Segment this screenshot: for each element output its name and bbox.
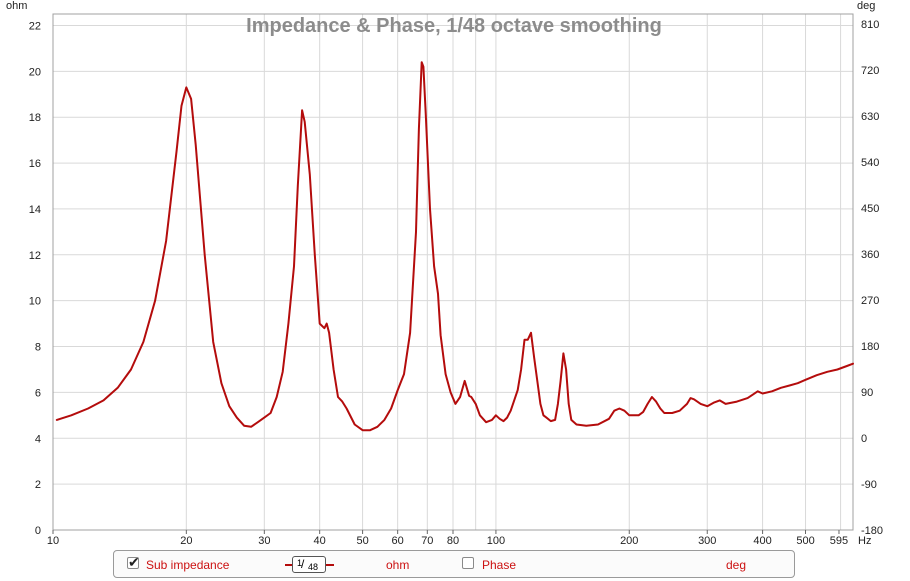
legend: ✔ Sub impedance 1 / 48 ohm Phase deg — [113, 550, 795, 578]
x-axis: 10 20 30 40 50 60 70 80 100 200 300 400 500 595 Hz — [47, 530, 871, 547]
series-color-line-right — [326, 564, 334, 566]
series-line — [55, 61, 854, 432]
y-tick-label: 2 — [35, 479, 41, 491]
y2-tick-label: 270 — [861, 295, 879, 307]
x-tick-label: 400 — [753, 535, 771, 547]
checkmark-icon: ✔ — [128, 554, 140, 570]
x-tick-label: 80 — [447, 535, 459, 547]
x-tick-label: 60 — [392, 535, 404, 547]
sub-impedance-unit: ohm — [386, 558, 410, 572]
right-axis-unit: deg — [857, 0, 875, 12]
y-tick-label: 8 — [35, 342, 41, 354]
x-tick-label: 500 — [796, 535, 814, 547]
y-tick-label: 12 — [29, 250, 41, 262]
y2-tick-label: -180 — [861, 525, 883, 537]
right-y-axis: -180 -90 0 90 180 270 360 450 540 630 720 810 — [861, 19, 883, 537]
phase-checkbox[interactable] — [462, 557, 474, 569]
left-y-axis: 0 2 4 6 8 10 12 14 16 18 20 22 — [29, 20, 41, 537]
y2-tick-label: 810 — [861, 19, 879, 31]
y2-tick-label: 540 — [861, 157, 879, 169]
smoothing-denominator: 48 — [308, 562, 319, 572]
y2-tick-label: 180 — [861, 341, 879, 353]
x-axis-unit: Hz — [858, 535, 871, 547]
x-tick-label: 10 — [47, 535, 59, 547]
series-color-line-left — [285, 564, 293, 566]
y2-tick-label: 0 — [861, 433, 867, 445]
x-tick-label: 30 — [258, 535, 270, 547]
x-tick-label: 50 — [356, 535, 368, 547]
smoothing-button[interactable]: 1 / 48 — [292, 556, 326, 573]
smoothing-numerator: 1 — [297, 558, 303, 568]
y2-tick-label: 720 — [861, 65, 879, 77]
y-tick-label: 6 — [35, 387, 41, 399]
x-tick-label: 300 — [698, 535, 716, 547]
y2-tick-label: 630 — [861, 111, 879, 123]
y2-tick-label: 90 — [861, 387, 873, 399]
phase-unit: deg — [726, 558, 747, 572]
y2-tick-label: 360 — [861, 249, 879, 261]
left-axis-unit: ohm — [6, 0, 27, 12]
grid — [53, 14, 853, 530]
y-tick-label: 20 — [29, 66, 41, 78]
series-layer — [55, 61, 854, 432]
x-tick-label: 20 — [180, 535, 192, 547]
y2-tick-label: -90 — [861, 479, 877, 491]
y-tick-label: 4 — [35, 433, 41, 445]
y-tick-label: 0 — [35, 525, 41, 537]
y-tick-label: 18 — [29, 112, 41, 124]
y-tick-label: 22 — [29, 20, 41, 32]
x-tick-label: 100 — [487, 535, 505, 547]
x-tick-label: 40 — [314, 535, 326, 547]
y-tick-label: 14 — [29, 204, 41, 216]
x-tick-label: 70 — [421, 535, 433, 547]
x-tick-label: 200 — [620, 535, 638, 547]
y-tick-label: 16 — [29, 158, 41, 170]
smoothing-slash: / — [301, 557, 305, 571]
chart-title: Impedance & Phase, 1/48 octave smoothing — [246, 15, 662, 37]
sub-impedance-checkbox[interactable]: ✔ — [127, 554, 140, 570]
sub-impedance-label[interactable]: Sub impedance — [146, 558, 230, 572]
y-tick-label: 10 — [29, 296, 41, 308]
x-tick-label: 595 — [830, 535, 848, 547]
phase-label[interactable]: Phase — [482, 558, 517, 572]
y2-tick-label: 450 — [861, 203, 879, 215]
